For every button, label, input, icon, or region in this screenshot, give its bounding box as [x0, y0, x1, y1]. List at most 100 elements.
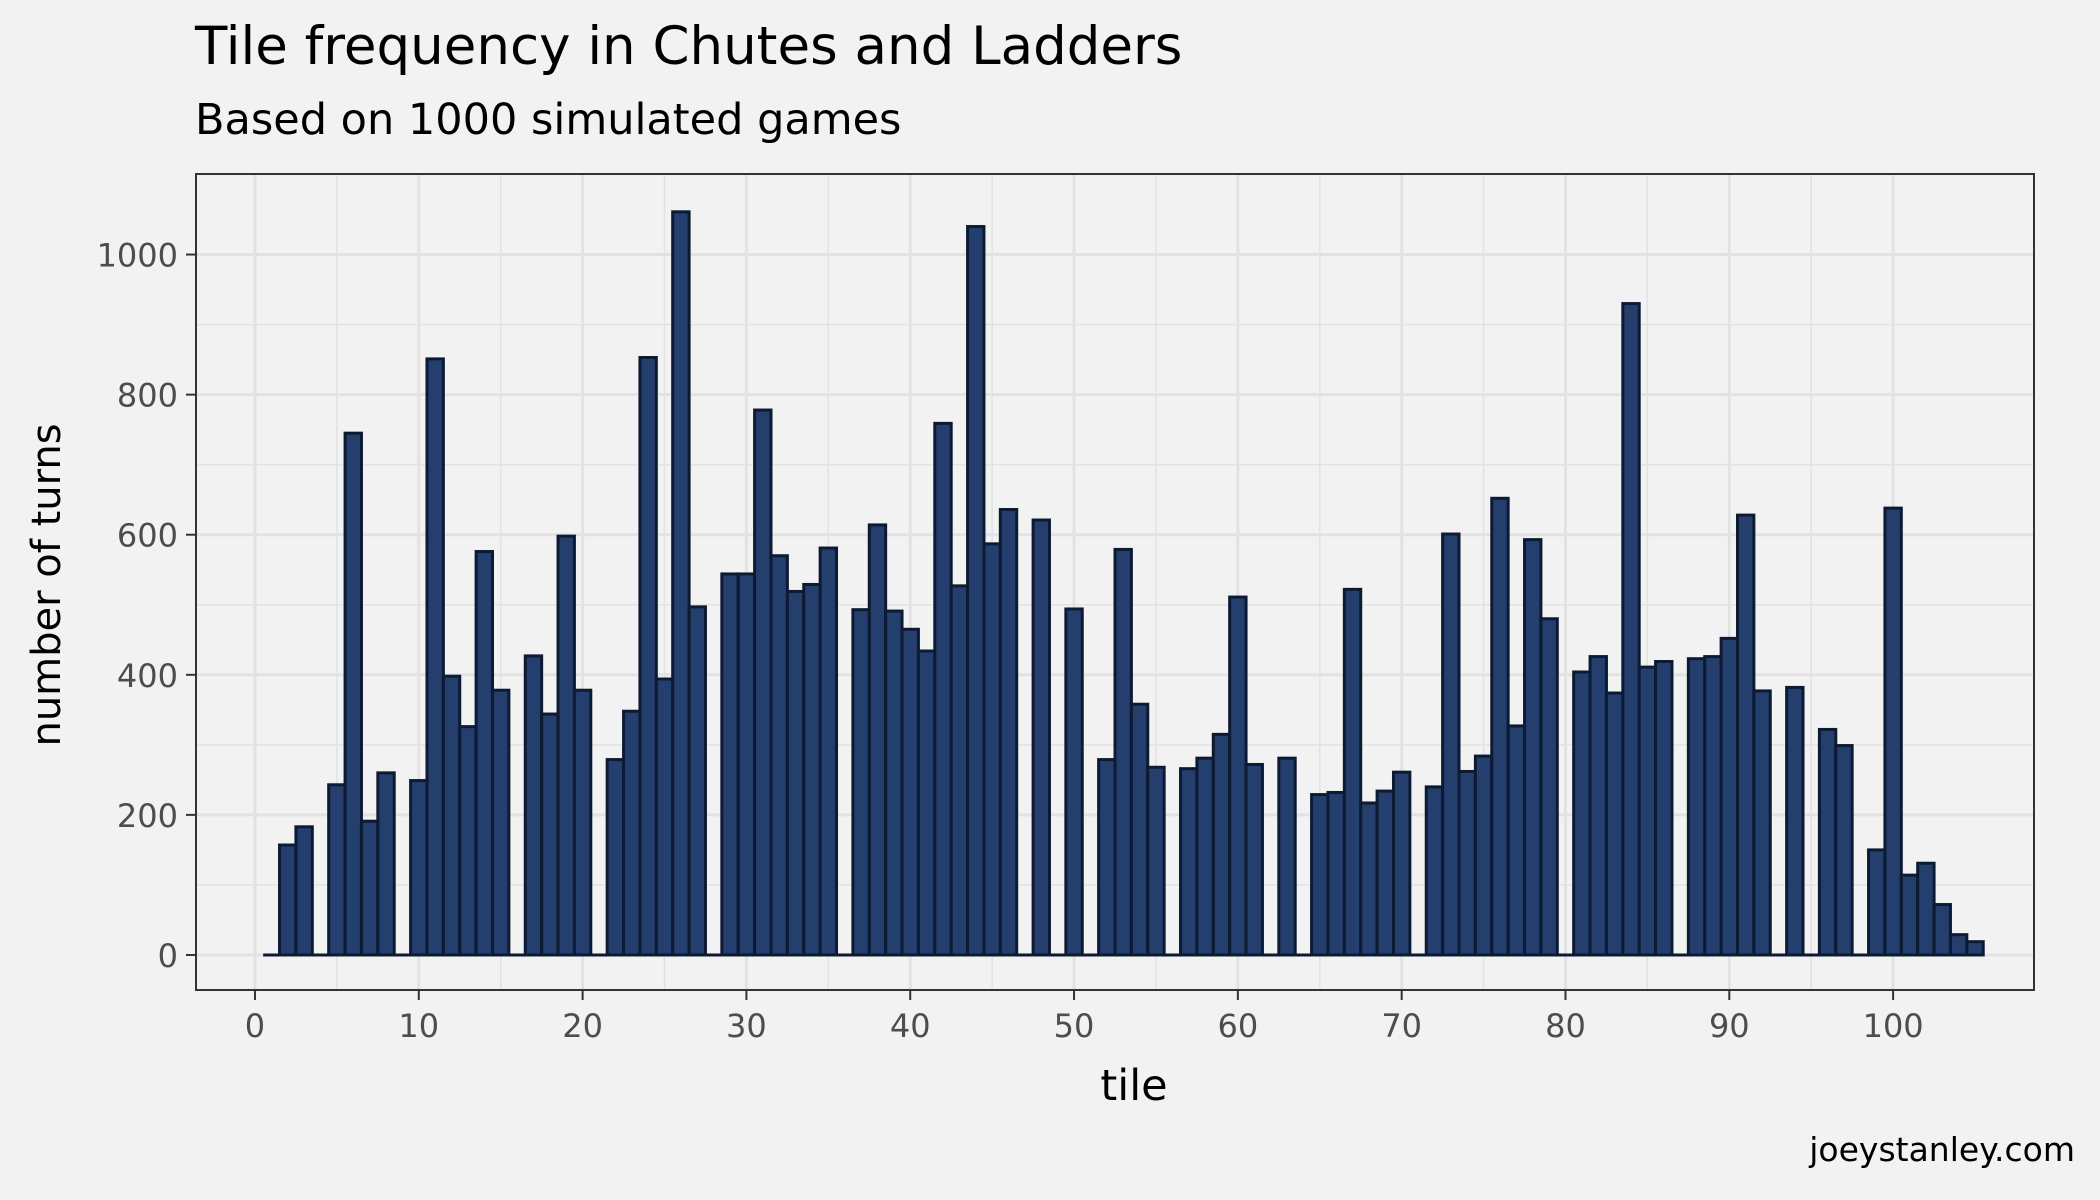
bar — [1916, 861, 1936, 957]
bar — [1359, 801, 1379, 957]
bar — [1932, 903, 1952, 957]
bar — [949, 584, 970, 957]
bar — [998, 508, 1019, 957]
bar — [1195, 756, 1215, 957]
bar — [409, 779, 429, 957]
bar — [1129, 702, 1150, 957]
bar — [1506, 724, 1527, 957]
bar — [1228, 595, 1248, 957]
panel-border — [195, 173, 2035, 991]
bar — [1244, 762, 1264, 957]
bar — [1523, 538, 1543, 957]
chart-caption: joeystanley.com — [1809, 1130, 2075, 1169]
bar — [851, 608, 871, 957]
bar — [966, 225, 986, 957]
bar — [1883, 506, 1903, 957]
x-tick-label: 50 — [1054, 1007, 1095, 1045]
x-tick-label: 80 — [1545, 1007, 1586, 1045]
bar — [769, 554, 789, 957]
bar — [359, 819, 380, 957]
bar — [687, 605, 707, 957]
bar — [1735, 513, 1756, 957]
bar — [1752, 689, 1772, 957]
x-tick-label: 60 — [1218, 1007, 1259, 1045]
bar — [1834, 744, 1854, 957]
bar — [1719, 636, 1739, 957]
bar — [1572, 670, 1592, 957]
bar — [916, 649, 937, 957]
x-tick-label: 20 — [562, 1007, 603, 1045]
x-tick-label: 10 — [398, 1007, 439, 1045]
x-tick-label: 100 — [1863, 1007, 1924, 1045]
y-tick-label: 1000 — [97, 237, 178, 275]
bar — [327, 783, 347, 957]
chart-title: Tile frequency in Chutes and Ladders — [195, 16, 1183, 77]
x-tick-label: 0 — [245, 1007, 265, 1045]
bar — [540, 712, 560, 957]
bar — [1588, 655, 1608, 957]
bar — [867, 523, 888, 957]
bars — [263, 210, 1985, 957]
x-axis: 0 10 20 30 40 50 60 70 80 90 100 — [245, 990, 1924, 1045]
bar — [1965, 940, 1985, 957]
x-tick-label: 70 — [1381, 1007, 1422, 1045]
bar — [605, 758, 626, 957]
x-tick-label: 90 — [1709, 1007, 1750, 1045]
bar — [1785, 685, 1805, 957]
bar — [572, 688, 593, 957]
bar — [1654, 659, 1674, 957]
bar — [1031, 518, 1051, 957]
y-axis: 0 200 400 600 800 1000 — [97, 237, 196, 975]
bar — [1277, 756, 1297, 957]
bar — [1539, 617, 1559, 957]
bar — [441, 674, 462, 957]
bar — [1424, 785, 1445, 957]
bar — [1375, 789, 1395, 957]
x-tick-label: 30 — [726, 1007, 767, 1045]
bar — [1097, 758, 1117, 957]
y-tick-label: 400 — [117, 657, 178, 695]
bar — [1604, 691, 1625, 957]
bar — [294, 825, 314, 957]
bar — [1457, 769, 1477, 957]
bar — [1473, 754, 1494, 957]
bar — [1817, 727, 1838, 957]
bar — [785, 589, 806, 957]
bar — [884, 609, 904, 957]
bar — [1441, 532, 1461, 957]
bar — [753, 408, 773, 957]
bar — [900, 627, 920, 957]
bar — [1686, 657, 1707, 957]
bar — [1326, 790, 1346, 957]
x-tick-label: 40 — [890, 1007, 931, 1045]
bar — [933, 421, 953, 957]
bar — [638, 356, 658, 957]
bar — [458, 725, 478, 957]
y-tick-label: 800 — [117, 377, 178, 415]
bar — [1490, 496, 1510, 957]
chart-subtitle: Based on 1000 simulated games — [195, 95, 902, 145]
bar — [474, 550, 495, 957]
bar — [425, 357, 445, 957]
bar — [491, 688, 511, 957]
x-axis-title: tile — [1100, 1061, 1167, 1111]
bar — [1899, 873, 1920, 957]
bar — [343, 431, 363, 957]
y-axis-title: number of turns — [24, 423, 70, 746]
bar — [720, 572, 740, 957]
bar — [1948, 933, 1969, 957]
bar — [376, 771, 396, 957]
bar — [1211, 732, 1232, 957]
y-tick-label: 200 — [117, 797, 178, 835]
bar — [1867, 848, 1887, 957]
bar — [1179, 767, 1199, 957]
y-tick-label: 600 — [117, 517, 178, 555]
bar — [1621, 302, 1641, 957]
bar — [523, 654, 544, 957]
bar — [278, 843, 298, 957]
bar — [1146, 765, 1166, 957]
bar — [671, 210, 691, 957]
bar — [654, 677, 675, 957]
bar — [1703, 655, 1723, 957]
